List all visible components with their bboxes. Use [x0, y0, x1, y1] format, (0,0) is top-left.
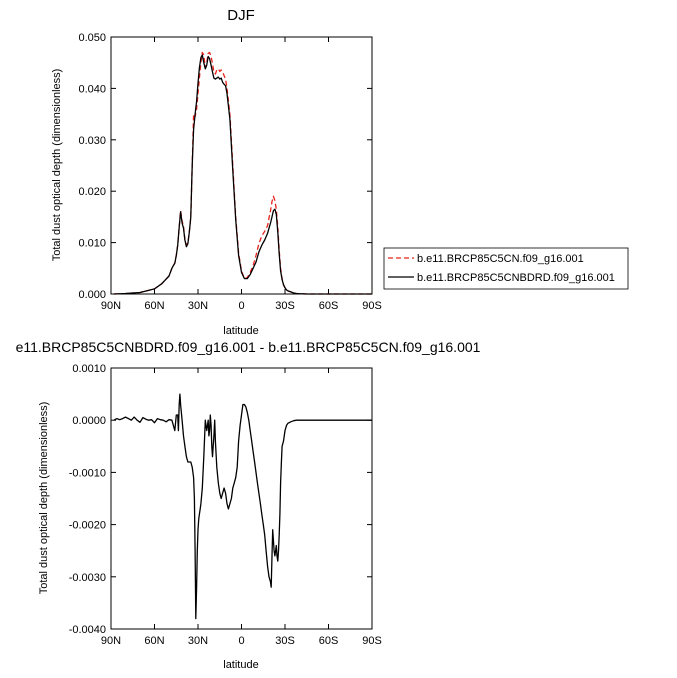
top-chart-series-line-0 [113, 51, 372, 295]
bottom-chart-x-tick-label: 90S [362, 635, 382, 647]
legend: b.e11.BRCP85C5CN.f09_g16.001 b.e11.BRCP8… [383, 247, 629, 290]
top-chart-x-axis-label: latitude [223, 325, 258, 337]
bottom-chart-frame [110, 367, 373, 630]
top-chart-x-tick-label: 90S [362, 300, 382, 312]
bottom-chart-title: e11.BRCP85C5CNBDRD.f09_g16.001 - b.e11.B… [16, 339, 481, 355]
legend-entry-label: b.e11.BRCP85C5CN.f09_g16.001 [417, 253, 584, 265]
legend-entry-label: b.e11.BRCP85C5CNBDRD.f09_g16.001 [417, 272, 615, 284]
legend-box [383, 247, 629, 290]
bottom-chart-y-axis: -0.0040 -0.0030 -0.0020 -0.0010 0.0000 0.0010 [69, 363, 372, 636]
top-chart-y-tick-label: 0.040 [78, 83, 106, 95]
top-chart-panel: DJF 0.000 0.010 0.020 0.030 0.040 0.050 90N 60… [51, 7, 382, 337]
top-chart-x-tick-label: 0 [238, 300, 244, 312]
top-chart-y-tick-label: 0.000 [78, 289, 106, 301]
bottom-chart-panel: e11.BRCP85C5CNBDRD.f09_g16.001 - b.e11.B… [16, 339, 481, 671]
top-chart-x-axis: 90N 60N 30N 0 30S 60S 90S [101, 37, 382, 312]
bottom-chart-x-tick-label: 30N [188, 635, 208, 647]
top-chart-frame [110, 36, 373, 295]
top-chart-x-tick-label: 30S [275, 300, 295, 312]
bottom-chart-x-tick-label: 60N [144, 635, 164, 647]
bottom-chart-x-tick-label: 0 [238, 635, 244, 647]
bottom-chart-series-line-0 [113, 393, 372, 620]
top-chart-y-axis: 0.000 0.010 0.020 0.030 0.040 0.050 [78, 32, 372, 301]
top-chart-x-tick-label: 30N [188, 300, 208, 312]
bottom-chart-y-tick-label: -0.0040 [69, 624, 106, 636]
bottom-chart-y-tick-label: -0.0030 [69, 572, 106, 584]
bottom-chart-x-tick-label: 30S [275, 635, 295, 647]
top-chart-x-tick-label: 60S [319, 300, 339, 312]
top-chart-title: DJF [227, 7, 255, 24]
bottom-chart-x-tick-label: 90N [101, 635, 121, 647]
top-chart-x-tick-label: 90N [101, 300, 121, 312]
top-chart-series-line-1 [113, 54, 372, 295]
top-chart-y-tick-label: 0.010 [78, 238, 106, 250]
top-chart-y-tick-label: 0.050 [78, 32, 106, 44]
top-chart-y-axis-label: Total dust optical depth (dimensionless) [51, 69, 63, 262]
top-chart-y-tick-label: 0.030 [78, 135, 106, 147]
top-chart-x-tick-label: 60N [144, 300, 164, 312]
bottom-chart-y-tick-label: 0.0010 [72, 363, 106, 375]
bottom-chart-y-axis-label: Total dust optical depth (dimensionless) [38, 402, 50, 595]
bottom-chart-y-tick-label: -0.0020 [69, 520, 106, 532]
bottom-chart-y-tick-label: -0.0010 [69, 467, 106, 479]
top-chart-series-group [113, 51, 372, 295]
bottom-chart-y-tick-label: 0.0000 [72, 415, 106, 427]
bottom-chart-x-axis-label: latitude [223, 659, 258, 671]
top-chart-y-tick-label: 0.020 [78, 186, 106, 198]
bottom-chart-series-group [113, 393, 372, 620]
bottom-chart-x-tick-label: 60S [319, 635, 339, 647]
bottom-chart-x-axis: 90N 60N 30N 0 30S 60S 90S [101, 368, 382, 647]
